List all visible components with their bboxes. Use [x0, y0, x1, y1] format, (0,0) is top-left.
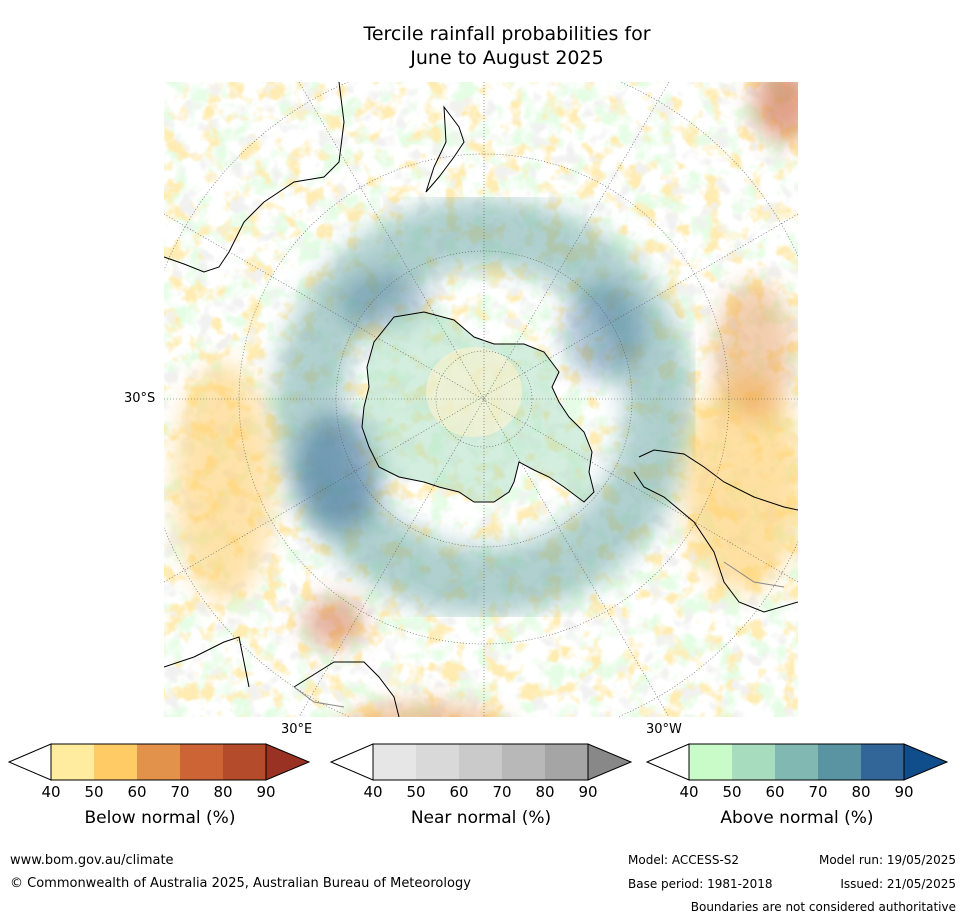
colorbar-high-arrow	[903, 743, 948, 781]
colorbar-tick-label: 80	[213, 783, 233, 801]
colorbar-segment	[689, 744, 732, 780]
colorbar-tick-label: 40	[363, 783, 383, 801]
colorbar-segment	[775, 744, 818, 780]
colorbar-tick-label: 50	[722, 783, 742, 801]
colorbar-title-below-normal: Below normal (%)	[84, 808, 236, 828]
colorbar-segment	[51, 744, 94, 780]
issued-date: Issued: 21/05/2025	[840, 877, 956, 891]
colorbar-tick-label: 70	[170, 783, 190, 801]
colorbar-tick-label: 50	[84, 783, 104, 801]
colorbar-tick-label: 60	[449, 783, 469, 801]
colorbar-tick-label: 90	[578, 783, 598, 801]
colorbar-tick-label: 70	[492, 783, 512, 801]
copyright-text: © Commonwealth of Australia 2025, Austra…	[10, 876, 471, 891]
colorbar-segment	[545, 744, 588, 780]
colorbar-low-arrow	[646, 743, 690, 781]
colorbar-tick-label: 60	[127, 783, 147, 801]
colorbar-tick-label: 70	[808, 783, 828, 801]
colorbar-outline	[688, 743, 905, 781]
map-title: Tercile rainfall probabilities for June …	[0, 22, 965, 70]
new-zealand-coastline	[425, 105, 465, 193]
colorbar-outline	[372, 743, 589, 781]
colorbar-segment	[373, 744, 416, 780]
colorbar-segment	[180, 744, 223, 780]
lon-label-30w: 30°W	[646, 722, 682, 737]
colorbar-segment	[137, 744, 180, 780]
colorbar-near-normal	[330, 743, 632, 781]
graticule	[164, 82, 798, 717]
base-period: Base period: 1981-2018	[628, 877, 773, 891]
colorbar-tick-label: 80	[535, 783, 555, 801]
colorbar-below-normal	[8, 743, 310, 781]
lat-label-30s: 30°S	[124, 391, 156, 406]
title-line-2: June to August 2025	[410, 47, 604, 69]
colorbar-outline	[50, 743, 267, 781]
south-america-coastline	[633, 449, 798, 613]
colorbar-tick-label: 90	[256, 783, 276, 801]
colorbar-tick-label: 40	[41, 783, 61, 801]
country-borders	[293, 561, 785, 708]
colorbar-segment	[818, 744, 861, 780]
colorbar-low-arrow	[8, 743, 52, 781]
colorbar-segment	[732, 744, 775, 780]
model-run-date: Model run: 19/05/2025	[818, 853, 956, 867]
colorbar-tick-label: 60	[765, 783, 785, 801]
colorbar-title-near-normal: Near normal (%)	[410, 808, 552, 828]
colorbar-segment	[502, 744, 545, 780]
colorbar-tick-label: 90	[894, 783, 914, 801]
pole-region	[426, 347, 522, 437]
colorbar-low-arrow	[330, 743, 374, 781]
model-name: Model: ACCESS-S2	[628, 853, 740, 867]
colorbar-segment	[223, 744, 266, 780]
colorbar-high-arrow	[587, 743, 632, 781]
colorbar-tick-label: 40	[679, 783, 699, 801]
colorbar-tick-label: 80	[851, 783, 871, 801]
colorbar-segment	[459, 744, 502, 780]
below-normal-patches	[174, 82, 798, 717]
colorbar-above-normal	[646, 743, 948, 781]
website-link[interactable]: www.bom.gov.au/climate	[10, 853, 174, 868]
rainfall-probability-map	[164, 82, 798, 717]
boundaries-disclaimer: Boundaries are not considered authoritat…	[690, 900, 956, 914]
colorbar-title-above-normal: Above normal (%)	[720, 808, 874, 828]
colorbar-segment	[416, 744, 459, 780]
colorbar-tick-label: 50	[406, 783, 426, 801]
colorbar-high-arrow	[265, 743, 310, 781]
africa-coastline	[164, 636, 400, 717]
lon-label-30e: 30°E	[281, 722, 313, 737]
colorbar-segment	[861, 744, 904, 780]
australia-coastline	[164, 82, 345, 273]
title-line-1: Tercile rainfall probabilities for	[363, 23, 651, 45]
colorbar-segment	[94, 744, 137, 780]
